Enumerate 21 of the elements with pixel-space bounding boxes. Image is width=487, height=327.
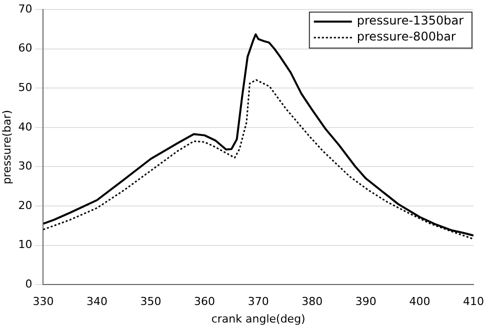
y-axis-title: pressure(bar) <box>0 110 14 184</box>
x-axis-title: crank angle(deg) <box>211 312 306 326</box>
x-tick-label: 380 <box>302 295 323 308</box>
y-tick-label: 20 <box>18 198 32 212</box>
legend-label: pressure-1350bar <box>356 14 464 28</box>
y-tick-label: 0 <box>25 277 32 290</box>
legend-label: pressure-800bar <box>356 30 456 44</box>
x-tick-label: 340 <box>86 295 108 308</box>
x-tick-label: 390 <box>355 295 376 308</box>
y-tick-label: 30 <box>18 160 32 173</box>
y-tick-label: 60 <box>18 42 32 55</box>
x-tick-label: 410 <box>463 295 484 308</box>
y-tick-label: 50 <box>18 81 32 94</box>
y-tick-label: 70 <box>18 2 32 16</box>
x-tick-label: 330 <box>32 295 54 308</box>
x-tick-label: 400 <box>409 295 430 308</box>
y-tick-label: 40 <box>18 120 32 134</box>
x-tick-label: 350 <box>140 295 162 308</box>
x-tick-label: 360 <box>194 295 216 308</box>
x-tick-label: 370 <box>248 295 269 308</box>
y-tick-label: 10 <box>18 238 32 252</box>
